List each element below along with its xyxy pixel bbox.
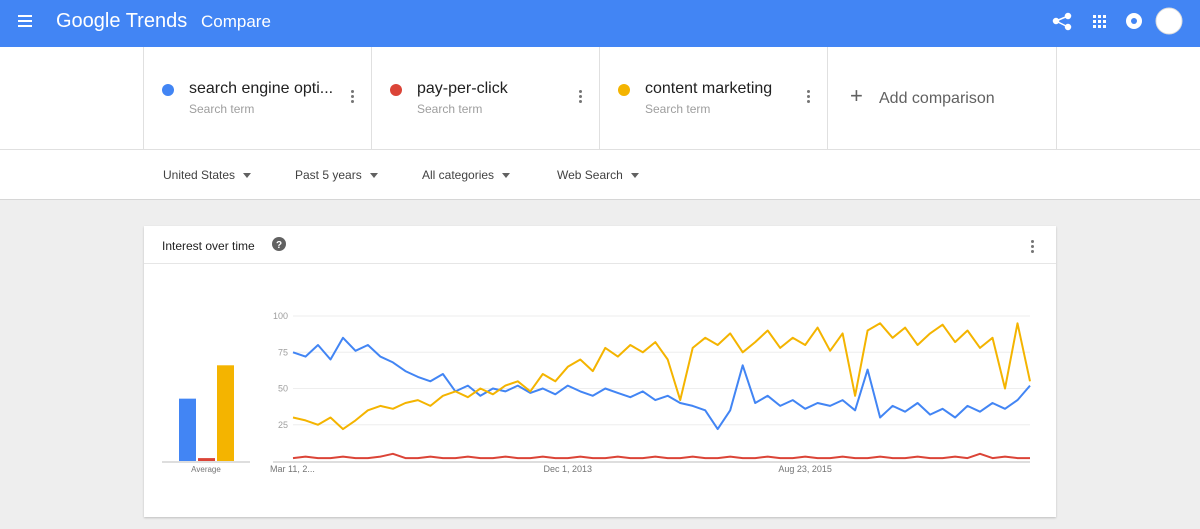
- menu-icon[interactable]: [18, 13, 38, 29]
- average-bar: [198, 458, 215, 461]
- notifications-icon[interactable]: [1126, 13, 1142, 29]
- filter[interactable]: All categories: [422, 168, 510, 182]
- average-bar: [179, 398, 196, 461]
- card-title: Interest over time: [162, 239, 255, 253]
- filter[interactable]: Past 5 years: [295, 168, 378, 182]
- filter[interactable]: United States: [163, 168, 251, 182]
- top-icons: [1052, 7, 1183, 35]
- series-line: [292, 322, 1031, 431]
- add-comparison-label: Add comparison: [879, 90, 995, 107]
- term-name: pay-per-click: [417, 80, 508, 97]
- x-tick-label: Mar 11, 2...: [270, 464, 315, 474]
- brand[interactable]: Google Trends: [56, 10, 188, 32]
- help-icon[interactable]: ?: [272, 237, 286, 251]
- average-bar: [217, 365, 234, 461]
- x-tick-label: Aug 23, 2015: [778, 464, 832, 474]
- top-bar: Google Trends Compare: [0, 0, 1200, 47]
- term-card[interactable]: content marketing Search term: [599, 47, 826, 149]
- page-title: Compare: [201, 12, 271, 31]
- average-label: Average: [191, 465, 221, 474]
- filter[interactable]: Web Search: [557, 168, 639, 182]
- term-name: content marketing: [645, 80, 773, 97]
- add-comparison[interactable]: + Add comparison: [827, 47, 1057, 149]
- card-header: Interest over time ?: [144, 226, 1056, 264]
- x-tick-label: Dec 1, 2013: [544, 464, 593, 474]
- term-card[interactable]: search engine opti... Search term: [143, 47, 370, 149]
- y-tick-label: 75: [278, 347, 288, 357]
- y-tick-label: 25: [278, 420, 288, 430]
- series-line: [292, 452, 1030, 460]
- term-subtitle: Search term: [189, 102, 255, 116]
- share-icon[interactable]: [1052, 12, 1072, 31]
- term-name: search engine opti...: [189, 80, 334, 97]
- term-card[interactable]: pay-per-click Search term: [371, 47, 598, 149]
- series-line: [292, 336, 1031, 431]
- y-tick-label: 100: [273, 311, 288, 321]
- avatar[interactable]: [1155, 7, 1183, 35]
- term-subtitle: Search term: [417, 102, 483, 116]
- apps-icon[interactable]: [1093, 15, 1106, 28]
- term-subtitle: Search term: [645, 102, 711, 116]
- chart-card: Interest over time ?: [144, 226, 1056, 517]
- y-tick-label: 50: [278, 384, 288, 394]
- svg-text:?: ?: [276, 240, 282, 251]
- term-bar: search engine opti... Search term pay-per…: [0, 47, 1200, 150]
- filter-bar: United States Past 5 years All categorie…: [0, 150, 1200, 200]
